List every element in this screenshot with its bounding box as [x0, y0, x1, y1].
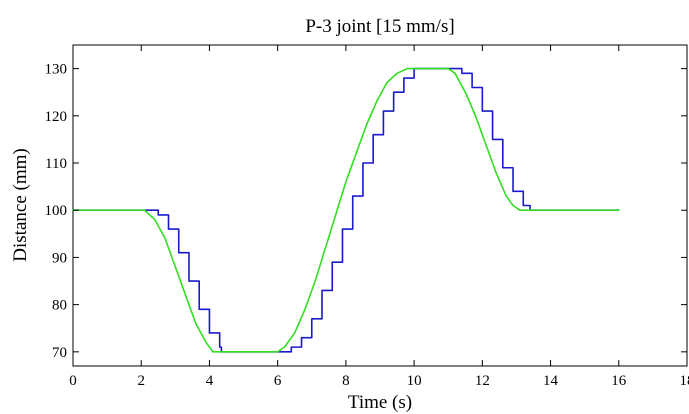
series-line-1: [72, 67, 620, 353]
x-tick-label: 6: [274, 373, 282, 389]
plot-frame: [72, 44, 688, 367]
plot-area: 0 2 4 6 8 10 12 14 16 18 70 80 90 100 110 120 130: [45, 44, 689, 389]
y-tick-label: 70: [52, 345, 67, 361]
x-tick-label: 14: [543, 373, 559, 389]
y-tick-label: 110: [45, 156, 67, 172]
y-tick-label: 130: [45, 62, 68, 78]
x-tick-label: 4: [206, 373, 214, 389]
x-tick-label: 18: [680, 373, 689, 389]
x-tick-label: 16: [611, 373, 627, 389]
y-tick-label: 120: [45, 109, 68, 125]
y-tick-label: 100: [45, 203, 68, 219]
y-tick-label: 80: [52, 298, 67, 314]
ticks-layer: 0 2 4 6 8 10 12 14 16 18 70 80 90 100 110 120 130: [45, 45, 689, 389]
series-layer: [72, 67, 620, 353]
x-tick-label: 0: [69, 373, 77, 389]
x-tick-label: 10: [407, 373, 422, 389]
x-tick-label: 2: [137, 373, 145, 389]
series-line-2: [72, 67, 620, 353]
x-axis-label: Time (s): [348, 392, 412, 413]
chart-title: P-3 joint [15 mm/s]: [305, 16, 454, 37]
x-tick-label: 8: [342, 373, 350, 389]
x-tick-label: 12: [475, 373, 490, 389]
y-tick-label: 90: [52, 250, 67, 266]
y-axis-label: Distance (mm): [10, 148, 31, 261]
